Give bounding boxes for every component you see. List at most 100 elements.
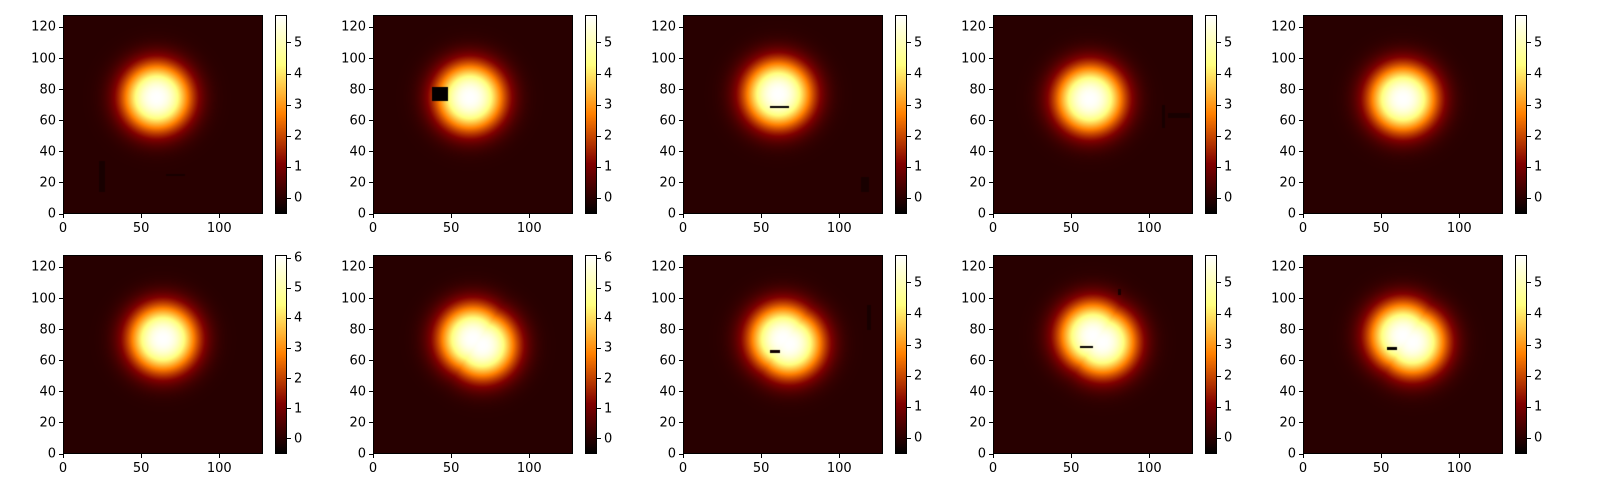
y-tick-label: 60 <box>1279 353 1296 369</box>
y-tick <box>679 391 683 393</box>
x-tick <box>218 214 220 218</box>
x-tick <box>992 454 994 458</box>
colorbar-tick-label: 4 <box>294 310 303 326</box>
y-tick-label: 40 <box>39 144 56 160</box>
colorbar-tick-label: 6 <box>294 250 303 266</box>
colorbar-tick <box>287 166 291 168</box>
colorbar-tick <box>1217 344 1221 346</box>
colorbar-tick-label: 3 <box>604 97 613 113</box>
heatmap-plot <box>1303 255 1503 454</box>
y-tick <box>59 213 63 215</box>
colorbar-tick <box>597 197 601 199</box>
y-tick <box>679 26 683 28</box>
heatmap-image <box>993 255 1193 454</box>
y-tick <box>59 329 63 331</box>
x-tick <box>140 454 142 458</box>
colorbar-tick-label: 1 <box>1224 399 1233 415</box>
x-tick-label: 0 <box>988 221 998 236</box>
colorbar-tick <box>1527 104 1531 106</box>
y-tick-label: 60 <box>969 353 986 369</box>
heatmap-plot <box>993 255 1193 454</box>
x-tick-label: 50 <box>752 221 770 236</box>
x-tick <box>1380 214 1382 218</box>
x-tick-label: 0 <box>58 221 68 236</box>
colorbar-tick <box>1217 406 1221 408</box>
y-tick <box>59 453 63 455</box>
y-tick <box>1299 58 1303 60</box>
y-tick-label: 120 <box>961 19 986 35</box>
heatmap-plot <box>373 255 573 454</box>
y-tick-label: 40 <box>969 144 986 160</box>
y-tick-label: 60 <box>659 353 676 369</box>
y-tick <box>989 151 993 153</box>
x-tick-label: 100 <box>1136 461 1162 476</box>
y-tick-label: 40 <box>1279 384 1296 400</box>
x-tick-label: 0 <box>1298 461 1308 476</box>
colorbar-tick-label: 2 <box>1534 128 1543 144</box>
x-tick <box>992 214 994 218</box>
x-tick <box>838 214 840 218</box>
y-tick <box>369 298 373 300</box>
y-tick <box>1299 26 1303 28</box>
y-tick-label: 120 <box>651 19 676 35</box>
x-tick <box>1380 454 1382 458</box>
colorbar-tick-label: 4 <box>604 66 613 82</box>
heatmap-image <box>1303 255 1503 454</box>
colorbar-tick <box>597 104 601 106</box>
colorbar-gradient <box>1205 255 1217 454</box>
x-tick-label: 100 <box>206 461 232 476</box>
y-tick <box>59 58 63 60</box>
y-tick <box>59 391 63 393</box>
colorbar-tick <box>597 73 601 75</box>
colorbar-tick-label: 5 <box>604 35 613 51</box>
colorbar-tick-label: 4 <box>914 306 923 322</box>
x-tick <box>62 454 64 458</box>
y-tick-label: 100 <box>651 51 676 67</box>
colorbar-tick <box>1527 42 1531 44</box>
x-tick <box>838 454 840 458</box>
colorbar-tick <box>907 437 911 439</box>
colorbar-tick-label: 1 <box>294 401 303 417</box>
colorbar-gradient <box>585 15 597 214</box>
y-tick <box>369 453 373 455</box>
y-tick <box>1299 453 1303 455</box>
colorbar-tick-label: 3 <box>1224 97 1233 113</box>
y-tick <box>369 89 373 91</box>
colorbar-tick <box>907 135 911 137</box>
colorbar <box>585 15 597 214</box>
colorbar-tick <box>1527 197 1531 199</box>
y-tick-label: 0 <box>977 446 986 462</box>
y-tick-label: 20 <box>349 415 366 431</box>
colorbar-gradient <box>895 15 907 214</box>
colorbar-tick-label: 2 <box>294 371 303 387</box>
y-tick-label: 60 <box>349 353 366 369</box>
colorbar-tick <box>907 197 911 199</box>
colorbar-tick-label: 2 <box>294 128 303 144</box>
colorbar-tick <box>1527 282 1531 284</box>
x-tick-label: 0 <box>368 461 378 476</box>
colorbar-tick-label: 1 <box>294 159 303 175</box>
y-tick-label: 80 <box>659 82 676 98</box>
x-tick <box>372 454 374 458</box>
y-tick-label: 0 <box>47 446 56 462</box>
heatmap-plot <box>63 15 263 214</box>
y-tick-label: 60 <box>659 113 676 129</box>
colorbar-tick-label: 4 <box>1224 306 1233 322</box>
y-tick <box>989 58 993 60</box>
colorbar-tick <box>907 73 911 75</box>
y-tick <box>369 26 373 28</box>
colorbar-tick-label: 3 <box>294 340 303 356</box>
colorbar-tick <box>287 347 291 349</box>
x-tick-label: 50 <box>132 461 150 476</box>
colorbar-tick <box>597 287 601 289</box>
colorbar-tick <box>1217 437 1221 439</box>
y-tick <box>369 213 373 215</box>
x-tick <box>1148 454 1150 458</box>
heatmap-plot <box>683 15 883 214</box>
colorbar-tick-label: 1 <box>1534 159 1543 175</box>
y-tick <box>679 120 683 122</box>
colorbar-tick-label: 6 <box>604 250 613 266</box>
colorbar <box>895 15 907 214</box>
colorbar-tick <box>597 438 601 440</box>
x-tick-label: 50 <box>442 221 460 236</box>
